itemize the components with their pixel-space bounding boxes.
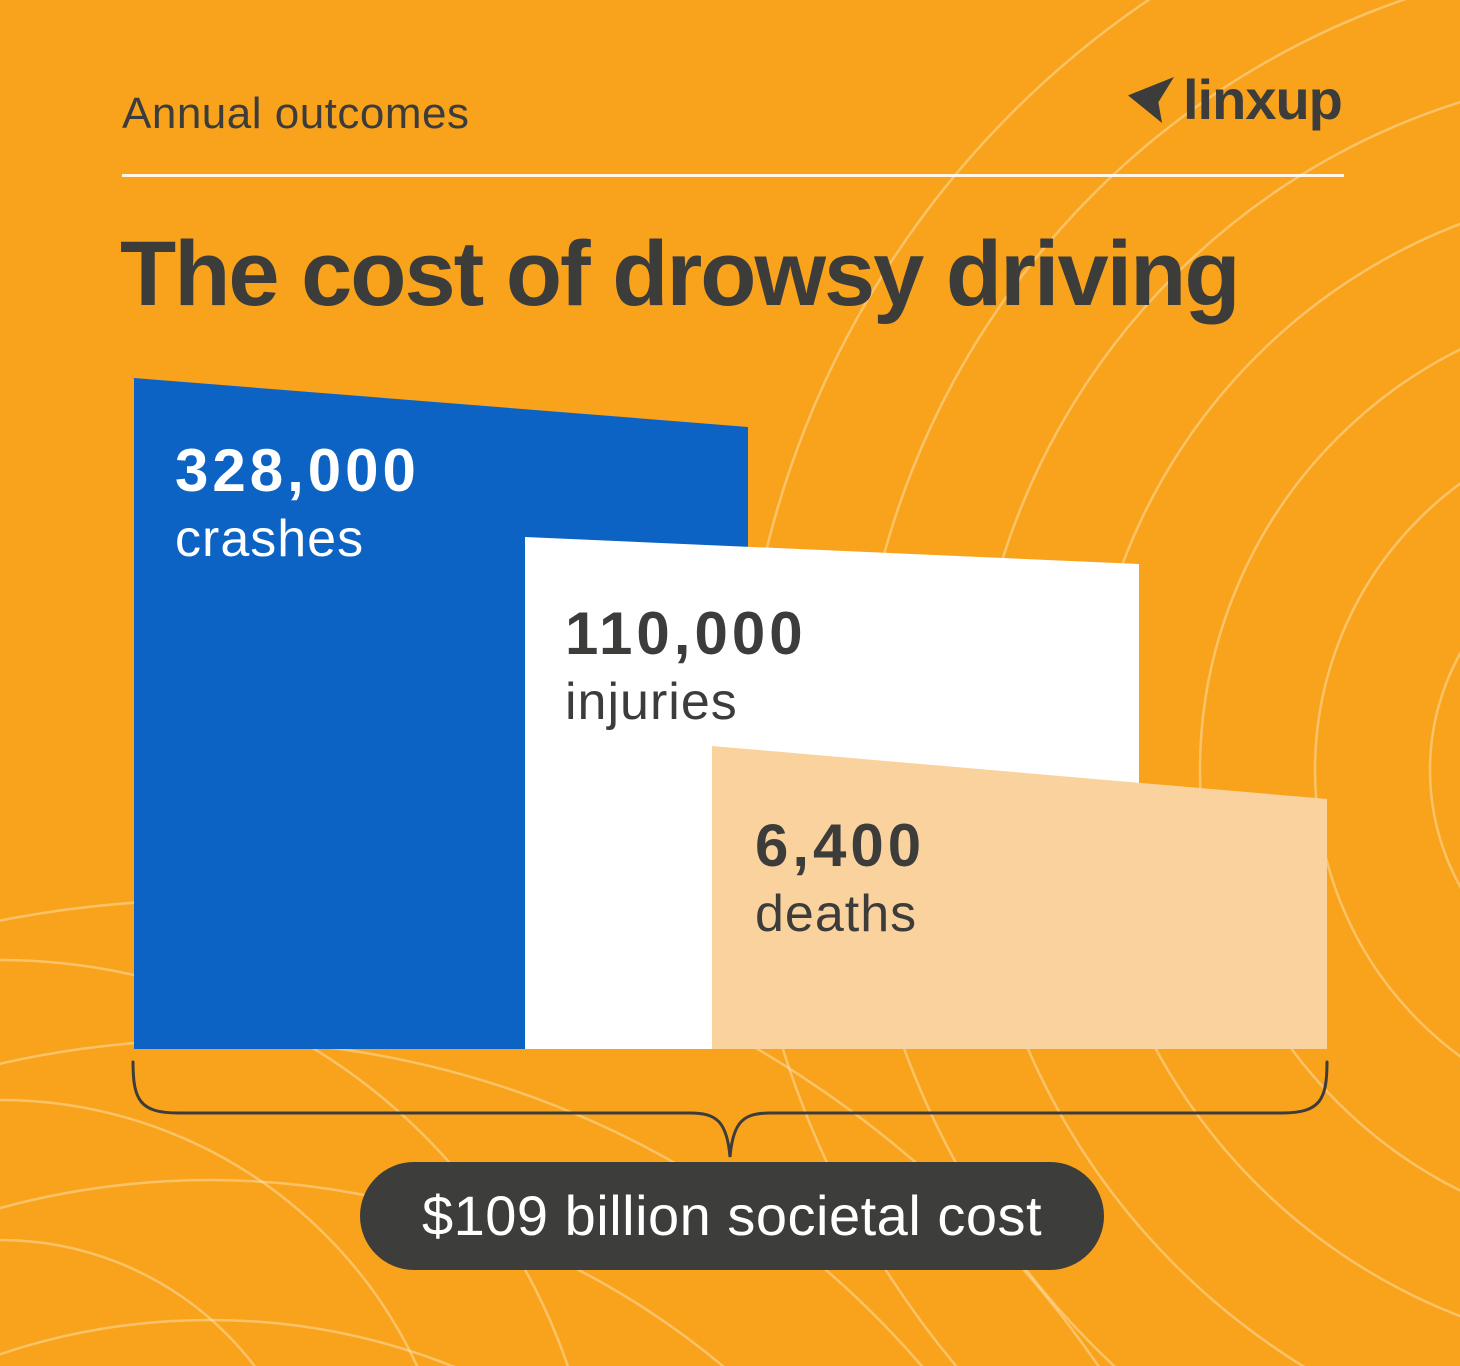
eyebrow-label: Annual outcomes [122,89,470,138]
injuries-label: injuries [565,673,738,731]
header-divider [122,174,1344,177]
deaths-label: deaths [755,885,918,943]
page-title: The cost of drowsy driving [120,223,1241,325]
crashes-value: 328,000 [175,437,420,504]
linxup-logo: linxup [1128,68,1343,131]
societal-cost-pill: $109 billion societal cost [360,1162,1104,1270]
injuries-value: 110,000 [565,600,807,667]
linxup-wordmark: linxup [1183,68,1343,131]
panel-deaths: 6,400 deaths [712,746,1327,1049]
crashes-label: crashes [175,510,365,568]
societal-cost-text: $109 billion societal cost [421,1184,1043,1247]
deaths-value: 6,400 [755,812,926,879]
linxup-arrow-icon [1128,77,1174,123]
